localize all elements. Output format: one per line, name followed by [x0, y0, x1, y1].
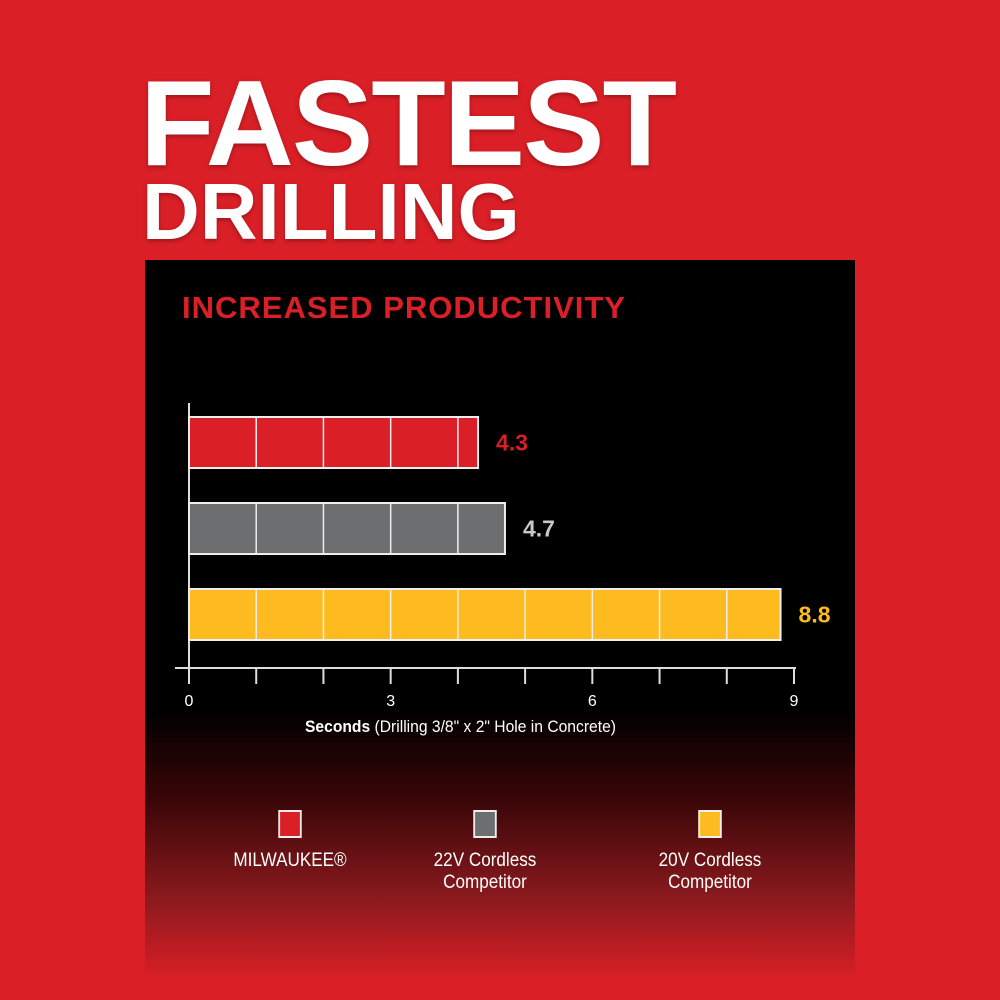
x-axis-label: Seconds (Drilling 3/8" x 2" Hole in Conc… [305, 717, 616, 737]
headline-line1: FASTEST [140, 55, 677, 191]
legend-label-line1: MILWAUKEE® [233, 850, 347, 871]
legend-label-line2: Competitor [668, 872, 752, 893]
data-label-2: 8.8 [799, 602, 831, 628]
legend-label-line1: 22V Cordless [433, 850, 537, 871]
chart-subtitle: INCREASED PRODUCTIVITY [182, 290, 626, 325]
x-axis-label-bold: Seconds [305, 717, 371, 736]
x-tick-label: 6 [588, 693, 597, 710]
legend-item-22v: 22V Cordless Competitor [395, 810, 575, 894]
legend-item-milwaukee: MILWAUKEE® [200, 810, 380, 872]
bar-2 [188, 588, 782, 641]
legend-swatch [278, 810, 302, 838]
legend-swatch [698, 810, 722, 838]
x-tick-label: 9 [790, 693, 799, 710]
headline-line2: DRILLING [142, 167, 520, 256]
data-label-0: 4.3 [496, 430, 528, 456]
legend-label-line1: 20V Cordless [658, 850, 762, 871]
bar-1 [188, 502, 506, 555]
legend-swatch [473, 810, 497, 838]
x-tick-label: 3 [386, 693, 395, 710]
x-tick-label: 0 [185, 693, 194, 710]
legend-item-20v: 20V Cordless Competitor [620, 810, 800, 894]
x-axis-label-rest: (Drilling 3/8" x 2" Hole in Concrete) [370, 717, 616, 736]
data-label-1: 4.7 [523, 516, 555, 542]
legend-label-line2: Competitor [443, 872, 527, 893]
bar-0 [188, 416, 480, 469]
